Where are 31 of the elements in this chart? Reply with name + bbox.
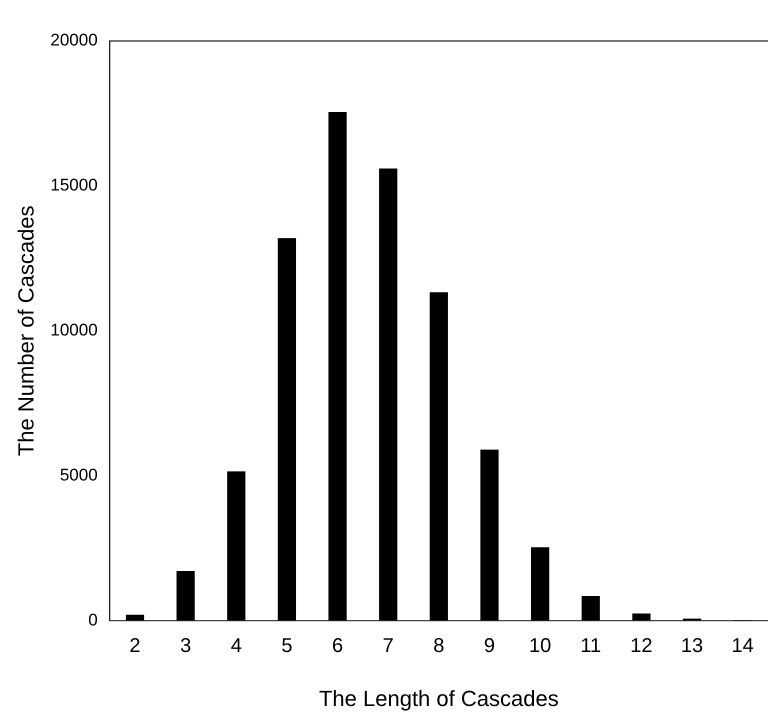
x-tick-label: 13	[680, 635, 704, 658]
y-tick-label: 0	[88, 610, 98, 630]
x-tick-label: 14	[732, 635, 754, 658]
x-tick-label: 9	[484, 635, 496, 658]
bar	[480, 450, 499, 621]
x-tick-label: 3	[180, 635, 192, 658]
x-tick-label: 11	[580, 635, 602, 658]
x-tick-label: 7	[382, 635, 394, 658]
y-tick-label: 15000	[50, 176, 98, 195]
x-tick-label: 5	[281, 635, 292, 658]
bar	[227, 471, 246, 621]
x-tick-label: 4	[230, 635, 242, 658]
x-tick-label: 8	[433, 635, 444, 658]
bar	[176, 571, 195, 621]
bar	[379, 168, 398, 621]
x-tick-label: 6	[332, 635, 344, 658]
bar	[531, 547, 550, 621]
x-tick-label: 2	[129, 635, 141, 658]
bar	[430, 292, 448, 621]
y-tick-label: 10000	[50, 320, 98, 340]
y-tick-label: 5000	[60, 465, 98, 484]
x-tick-label: 12	[630, 635, 653, 658]
bar	[632, 614, 651, 621]
bar	[328, 112, 347, 621]
bar	[278, 238, 296, 621]
x-axis-title: The Length of Cascades	[318, 686, 559, 711]
bar	[582, 596, 600, 621]
x-tick-label: 10	[528, 635, 552, 658]
bar	[126, 614, 144, 621]
y-axis-title: The Number of Cascades	[13, 205, 38, 456]
y-tick-label: 20000	[50, 30, 98, 50]
